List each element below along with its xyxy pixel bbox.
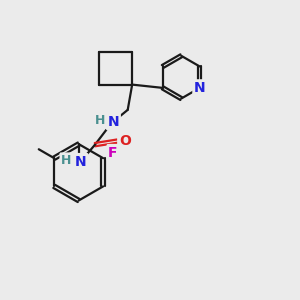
- Text: N: N: [108, 115, 119, 129]
- Text: F: F: [108, 146, 118, 160]
- Text: N: N: [194, 81, 206, 95]
- Text: N: N: [75, 154, 87, 169]
- Text: O: O: [119, 134, 131, 148]
- Text: H: H: [95, 114, 105, 128]
- Text: H: H: [61, 154, 71, 167]
